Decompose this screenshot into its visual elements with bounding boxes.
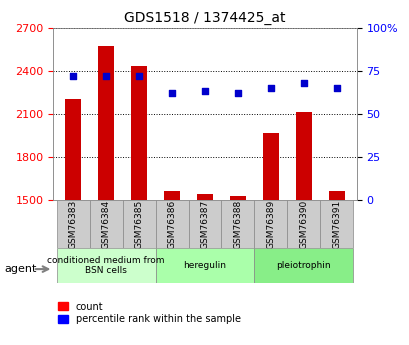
- Text: GSM76385: GSM76385: [134, 200, 143, 249]
- Bar: [196, 194, 213, 200]
- Bar: [262, 132, 279, 200]
- FancyBboxPatch shape: [122, 200, 155, 248]
- FancyBboxPatch shape: [89, 200, 122, 248]
- Bar: [130, 66, 147, 200]
- Text: GSM76383: GSM76383: [68, 200, 77, 249]
- Bar: [295, 112, 311, 200]
- Point: [201, 89, 208, 94]
- Bar: [229, 196, 246, 200]
- Point: [234, 90, 240, 96]
- Point: [300, 80, 306, 86]
- Bar: [328, 191, 344, 200]
- Point: [267, 85, 274, 91]
- Text: GSM76386: GSM76386: [167, 200, 176, 249]
- FancyBboxPatch shape: [188, 200, 221, 248]
- Text: pleiotrophin: pleiotrophin: [276, 261, 330, 270]
- Text: heregulin: heregulin: [183, 261, 226, 270]
- Point: [135, 73, 142, 79]
- Text: GSM76387: GSM76387: [200, 200, 209, 249]
- Point: [169, 90, 175, 96]
- FancyBboxPatch shape: [155, 200, 188, 248]
- Text: GSM76390: GSM76390: [299, 200, 308, 249]
- FancyBboxPatch shape: [254, 248, 353, 283]
- Text: conditioned medium from
BSN cells: conditioned medium from BSN cells: [47, 256, 164, 275]
- Text: GSM76384: GSM76384: [101, 200, 110, 249]
- Text: agent: agent: [4, 264, 36, 274]
- Point: [70, 73, 76, 79]
- Bar: [65, 99, 81, 200]
- FancyBboxPatch shape: [56, 200, 89, 248]
- FancyBboxPatch shape: [221, 200, 254, 248]
- FancyBboxPatch shape: [320, 200, 353, 248]
- Legend: count, percentile rank within the sample: count, percentile rank within the sample: [58, 302, 240, 325]
- Text: GSM76391: GSM76391: [332, 200, 341, 249]
- Title: GDS1518 / 1374425_at: GDS1518 / 1374425_at: [124, 11, 285, 25]
- FancyBboxPatch shape: [56, 248, 155, 283]
- FancyBboxPatch shape: [287, 200, 320, 248]
- Point: [103, 73, 109, 79]
- FancyBboxPatch shape: [155, 248, 254, 283]
- Bar: [98, 46, 114, 200]
- Text: GSM76388: GSM76388: [233, 200, 242, 249]
- FancyBboxPatch shape: [254, 200, 287, 248]
- Text: GSM76389: GSM76389: [266, 200, 275, 249]
- Point: [333, 85, 339, 91]
- Bar: [163, 191, 180, 200]
